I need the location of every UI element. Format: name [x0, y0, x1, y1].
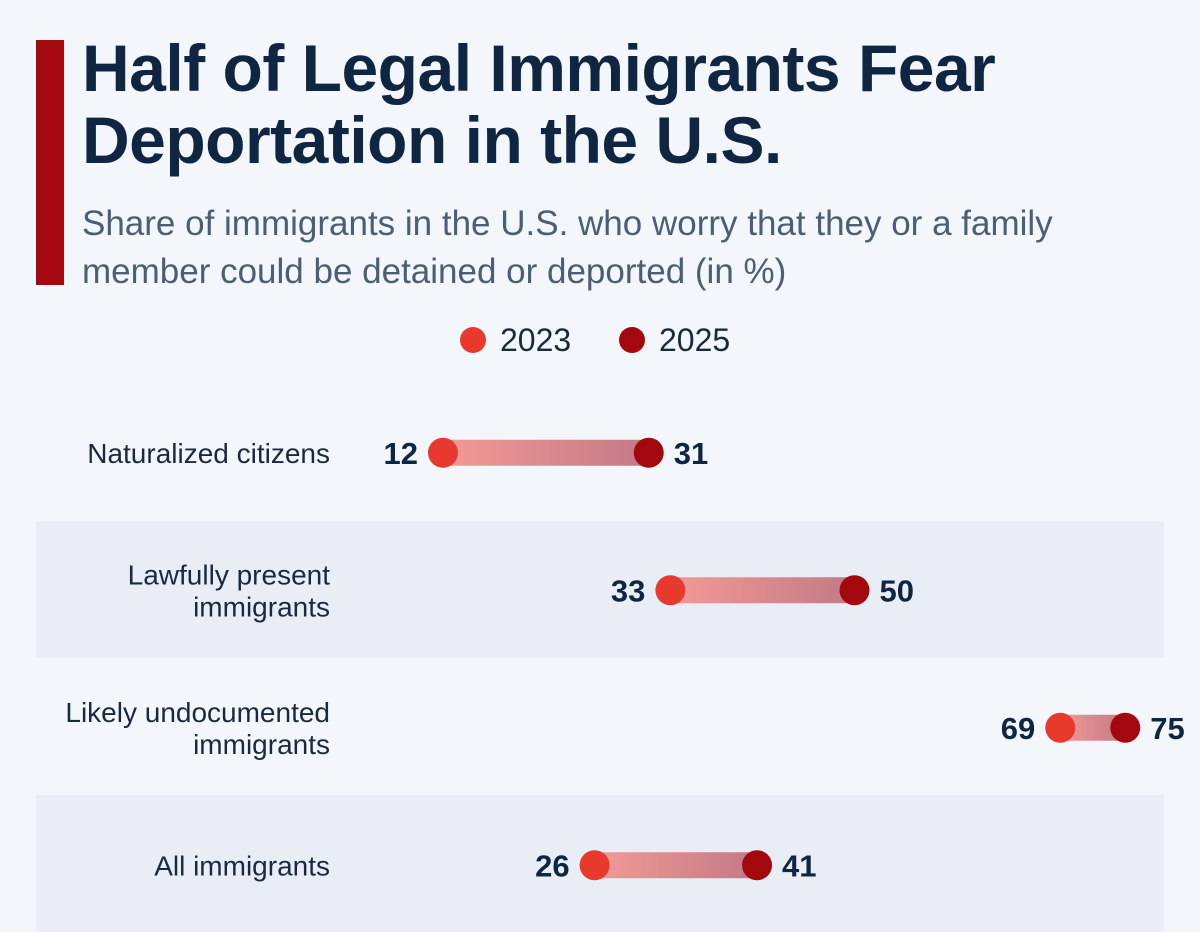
point-2023 [427, 437, 458, 468]
point-2023 [579, 850, 610, 881]
point-2023 [1045, 712, 1076, 743]
value-label-2025: 31 [674, 436, 708, 471]
legend-label-2023: 2023 [500, 321, 572, 358]
point-2025 [839, 575, 870, 606]
legend-dot-2023 [460, 327, 486, 353]
point-2023 [655, 575, 686, 606]
category-label: Naturalized citizens [87, 438, 330, 469]
chart-subtitle: Share of immigrants in the U.S. who worr… [82, 204, 1053, 291]
legend-dot-2025 [619, 327, 645, 353]
category-label: immigrants [193, 729, 330, 760]
chart-title: Half of Legal Immigrants Fear Deportatio… [82, 31, 996, 177]
legend-item-2025: 2025 [619, 318, 730, 362]
value-label-2025: 41 [782, 848, 816, 883]
accent-bar [36, 40, 64, 285]
category-label: All immigrants [154, 850, 330, 881]
value-label-2025: 75 [1150, 711, 1184, 746]
legend-label-2025: 2025 [659, 321, 731, 358]
point-2025 [1110, 712, 1141, 743]
connector-bar [670, 577, 855, 604]
category-label: Lawfully present [128, 559, 331, 590]
category-label: Likely undocumented [65, 697, 330, 728]
value-label-2023: 69 [1001, 711, 1035, 746]
point-2025 [742, 850, 773, 881]
row-band-2 [36, 521, 1164, 658]
connector-bar [594, 852, 758, 879]
value-label-2023: 33 [611, 573, 645, 608]
point-2025 [633, 437, 664, 468]
value-label-2025: 50 [880, 573, 914, 608]
category-label: immigrants [193, 591, 330, 622]
connector-bar [442, 439, 649, 466]
value-label-2023: 26 [535, 848, 569, 883]
legend-item-2023: 2023 [460, 318, 571, 362]
value-label-2023: 12 [383, 436, 417, 471]
legend: 2023 2025 [0, 318, 1200, 362]
